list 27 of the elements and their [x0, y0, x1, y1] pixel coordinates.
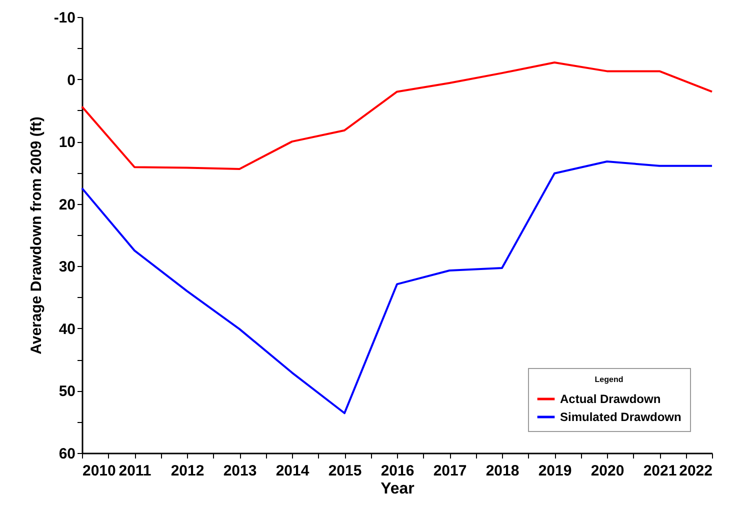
y-axis-title: Average Drawdown from 2009 (ft): [28, 116, 45, 354]
y-tick-label: -10: [54, 10, 76, 26]
legend-label: Simulated Drawdown: [560, 410, 682, 424]
y-tick-label: 50: [58, 383, 76, 400]
legend-title: Legend: [594, 375, 624, 384]
x-tick-label: 2020: [590, 462, 624, 480]
x-tick-label: 2019: [538, 462, 572, 480]
x-tick-label: 2010: [82, 462, 116, 480]
x-tick-label: 2013: [223, 462, 257, 480]
x-tick-label: 2017: [433, 462, 467, 480]
y-tick-label: 0: [67, 72, 76, 89]
x-tick-label: 2011: [118, 462, 152, 480]
x-tick-label: 2018: [486, 462, 520, 480]
x-axis-title: Year: [380, 480, 414, 498]
x-tick-label: 2021: [643, 462, 677, 480]
x-tick-label: 2015: [328, 462, 362, 480]
y-tick-label: 10: [58, 134, 76, 152]
line-series: [81, 61, 713, 170]
y-tick-label: 30: [58, 258, 76, 276]
x-tick-label: 2022: [679, 462, 712, 480]
x-tick-label: 2014: [276, 462, 310, 480]
y-tick-label: 40: [58, 320, 76, 338]
legend-label: Actual Drawdown: [560, 392, 661, 406]
x-tick-label: 2016: [380, 462, 414, 480]
x-tick-label: 2012: [170, 462, 204, 480]
y-tick-label: 20: [58, 196, 76, 214]
y-tick-label: 60: [58, 446, 76, 462]
